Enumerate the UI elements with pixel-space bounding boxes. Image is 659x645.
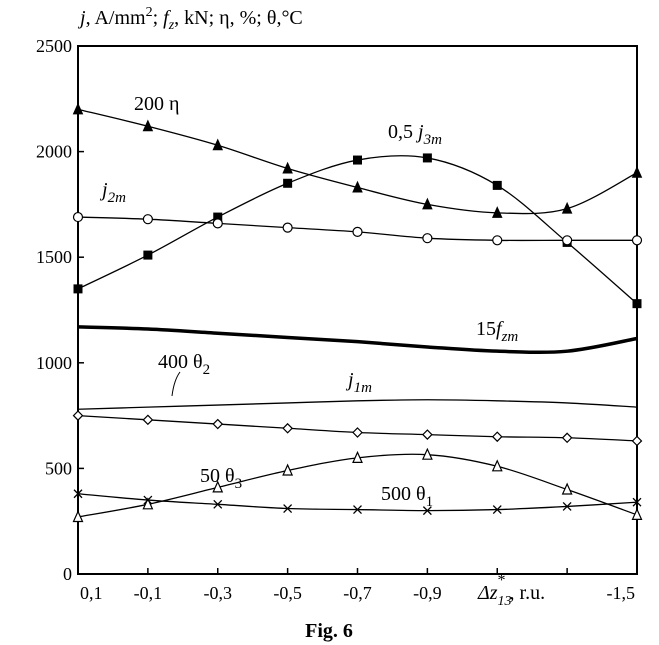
- data-point: [142, 414, 154, 426]
- series-label: 500 θ1: [381, 483, 433, 510]
- series-3: [77, 325, 638, 355]
- series-label: 0,5 j3m: [388, 121, 442, 148]
- y-tick-label: 500: [45, 458, 72, 478]
- y-tick-label: 2500: [36, 36, 72, 56]
- series-line: [77, 399, 638, 410]
- data-point: [491, 431, 503, 443]
- data-point: [422, 429, 433, 440]
- data-point: [73, 284, 83, 294]
- data-point: [562, 501, 572, 511]
- plot-frame: [77, 45, 638, 575]
- data-point: [212, 138, 224, 151]
- data-point: [352, 427, 363, 438]
- data-point: [212, 480, 224, 493]
- x-tick-label: -0,7: [343, 583, 372, 603]
- series-line: [77, 325, 638, 355]
- x-tick-label: -0,9: [413, 583, 442, 603]
- label-leader-line: [171, 371, 181, 397]
- data-point: [212, 218, 223, 229]
- data-point: [491, 206, 503, 218]
- series-line: [77, 493, 638, 512]
- y-axis-label: j, A/mm2; fz, kN; η, %; θ,°C: [77, 5, 303, 33]
- y-tick-label: 1000: [36, 353, 72, 373]
- x-tick-label: -0,1: [134, 583, 163, 603]
- label-layer: Δz13*, r.u. j, A/mm2; fz, kN; η, %; θ,°C F…: [77, 5, 545, 642]
- x-axis-label: Δz13*, r.u.: [477, 572, 545, 609]
- data-point: [143, 495, 153, 505]
- data-point: [142, 119, 154, 132]
- series-label: j2m: [99, 179, 126, 206]
- data-point: [352, 180, 363, 193]
- data-point: [561, 201, 573, 214]
- data-point: [72, 102, 84, 115]
- data-point: [422, 233, 433, 244]
- x-tick-label: 0,1: [80, 583, 103, 603]
- data-point: [72, 211, 84, 223]
- data-point: [212, 418, 224, 430]
- data-point: [631, 507, 643, 520]
- data-point: [353, 505, 362, 515]
- plot-frame-layer: 0 500 1000 1500 2000 2500 0,1 -0,1 -0,3 -0,5 -0,7 -…: [36, 36, 638, 603]
- x-tick-label: -1,5: [607, 583, 636, 603]
- series-6: [72, 447, 643, 523]
- x-tick-label: -0,3: [204, 583, 233, 603]
- data-point: [561, 432, 573, 444]
- data-point: [142, 497, 154, 510]
- data-point: [73, 489, 83, 499]
- data-point: [561, 482, 573, 495]
- x-tick-label: -0,5: [273, 583, 302, 603]
- data-point: [353, 155, 362, 165]
- data-point: [631, 235, 643, 246]
- data-point: [422, 197, 433, 210]
- data-point: [492, 180, 502, 190]
- data-point: [632, 497, 642, 507]
- data-point: [562, 235, 573, 246]
- data-point: [213, 212, 223, 222]
- data-point: [282, 422, 293, 434]
- series-label: j1m: [345, 369, 372, 396]
- data-point: [352, 226, 363, 237]
- series-label: 200 η: [134, 93, 179, 115]
- data-point: [72, 410, 84, 421]
- series-2: [72, 211, 643, 246]
- y-tick-label: 0: [63, 564, 72, 584]
- data-point: [492, 235, 503, 246]
- series-4: [77, 399, 638, 410]
- y-tick-label: 1500: [36, 247, 72, 267]
- data-point: [632, 299, 642, 309]
- data-point: [282, 463, 294, 476]
- data-point: [492, 505, 502, 515]
- series-5: [72, 410, 643, 447]
- data-point: [631, 166, 643, 178]
- figure-caption: Fig. 6: [305, 620, 353, 642]
- data-point: [352, 450, 363, 463]
- data-point: [283, 178, 293, 188]
- data-point: [282, 222, 293, 233]
- series-0: [72, 102, 643, 218]
- data-point: [631, 435, 643, 447]
- data-point: [283, 504, 293, 513]
- data-point: [422, 506, 432, 516]
- data-point: [421, 447, 433, 460]
- data-point: [72, 510, 84, 523]
- data-point: [213, 499, 223, 509]
- data-point: [143, 250, 153, 260]
- series-label: 50 θ3: [200, 465, 242, 492]
- data-point: [142, 214, 153, 225]
- series-label: 15fzm: [476, 318, 518, 345]
- series-label: 400 θ2: [158, 351, 210, 378]
- y-tick-label: 2000: [36, 142, 72, 162]
- series-7: [73, 489, 642, 516]
- series-layer: [72, 102, 643, 523]
- data-point: [282, 161, 293, 174]
- data-point: [491, 459, 503, 472]
- data-point: [422, 153, 432, 163]
